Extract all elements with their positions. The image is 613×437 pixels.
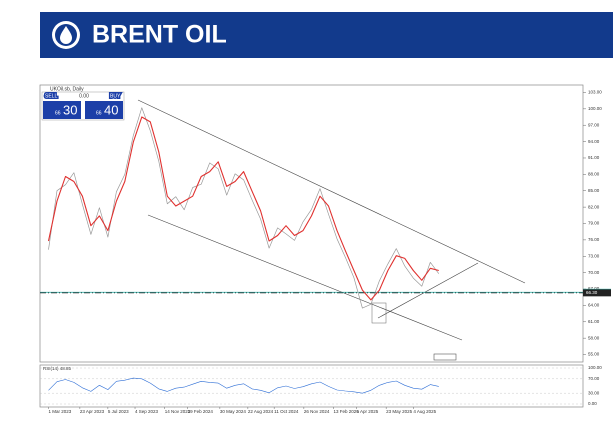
y-tick-label: 97.00 [588,122,600,127]
y-tick-label: 103.00 [588,90,602,95]
x-tick-label: 19 Feb 2024 [188,409,214,414]
y-tick-label: 76.00 [588,237,600,242]
buy-label: BUY [110,93,121,99]
x-tick-label: 11 Oct 2024 [274,409,299,414]
toolbar-icon [433,353,457,361]
x-tick-label: 13 Feb 2025 [334,409,360,414]
price-tag-label: 66.30 [586,290,598,295]
y-tick-label: 85.00 [588,188,600,193]
x-tick-label: 26 Nov 2024 [304,409,330,414]
x-tick-label: 14 Nov 2023 [165,409,191,414]
oil-drop [60,26,72,44]
header-bar [40,12,613,58]
buy-small: 66 [96,110,102,116]
y-tick-label: 70.00 [588,270,600,275]
y-tick-label: 61.00 [588,319,600,324]
buy-big: 40 [104,102,118,117]
x-tick-label: 1 Mar 2023 [48,409,71,414]
y-tick-label: 91.00 [588,155,600,160]
main-pane [39,84,584,363]
sell-big: 30 [63,102,77,117]
x-tick-label: 6 Apr 2025 [356,409,378,414]
price-tag [583,289,611,297]
x-tick-label: 4 Aug 2025 [413,409,436,414]
x-tick-label: 23 Apr 2023 [80,409,105,414]
price-line [48,107,440,309]
y-tick-label: 73.00 [588,253,600,258]
rsi-tick-label: 100.00 [588,365,602,370]
y-tick-label: 94.00 [588,139,600,144]
lot-size: 0.00 [79,93,89,99]
channel-lower [147,214,463,341]
x-tick-label: 23 May 2025 [386,409,413,414]
rsi-line [48,377,439,394]
y-tick-label: 88.00 [588,172,600,177]
y-tick-label: 82.00 [588,204,600,209]
rsi-pane [39,364,584,408]
sell-small: 66 [55,110,61,116]
channel-upper [137,99,526,284]
y-tick-label: 67.00 [588,286,600,291]
rsi-tick-label: 0.00 [588,401,597,406]
y-tick-label: 100.00 [588,106,602,111]
sell-button[interactable] [43,101,81,119]
buy-button[interactable] [85,101,123,119]
chart-title: UKOil.sb, Daily [50,86,84,92]
rsi-tick-label: 70.00 [588,376,600,381]
x-tick-label: 22 Aug 2024 [248,409,274,414]
rsi-title: RSI(14) 48.85 [43,366,72,371]
y-tick-label: 79.00 [588,221,600,226]
y-tick-label: 58.00 [588,335,600,340]
support-line [377,262,479,319]
y-tick-label: 55.00 [588,352,600,357]
rsi-tick-label: 30.00 [588,390,600,395]
x-tick-label: 30 May 2024 [220,409,247,414]
moving-average [47,116,439,301]
zone-box [371,302,387,324]
sell-label: SELL [45,93,57,99]
header-title: BRENT OIL [92,21,227,49]
x-tick-label: 4 Sep 2023 [135,409,159,414]
x-tick-label: 5 Jul 2023 [108,409,129,414]
y-tick-label: 64.00 [588,303,600,308]
